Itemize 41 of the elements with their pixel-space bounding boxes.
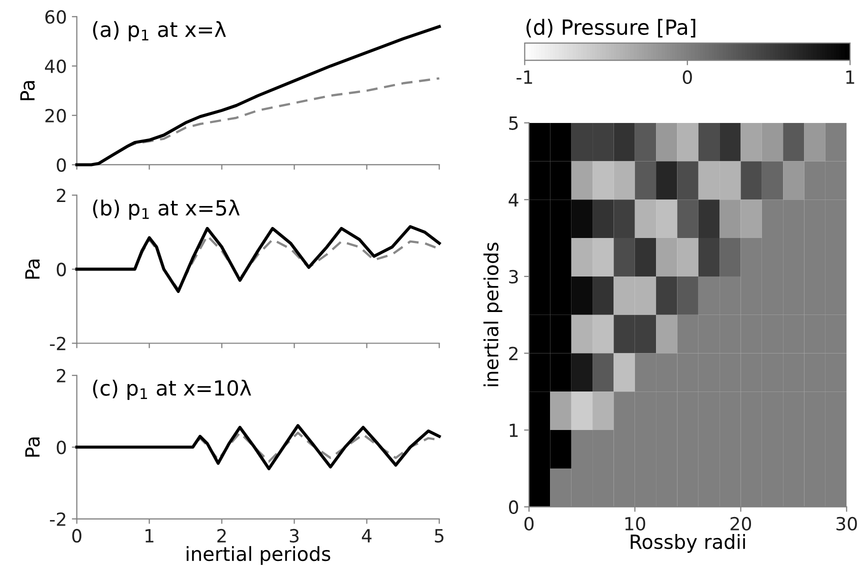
- y-tick-label: 2: [509, 346, 518, 360]
- y-tick-label: 0: [56, 158, 66, 172]
- y-tick-label: 3: [509, 270, 518, 284]
- color-bar-label: -1: [516, 70, 532, 84]
- y-tick-label: 40: [44, 59, 66, 74]
- y-tick-label: 1: [510, 424, 518, 437]
- y-tick-label: 20: [45, 108, 66, 122]
- y-tick-label: 2: [56, 188, 66, 202]
- x-tick-label: 0: [72, 528, 82, 543]
- y-tick-label: 0: [509, 500, 518, 514]
- x-tick-label: 20: [730, 516, 752, 531]
- line-series: [75, 424, 441, 470]
- y-axis-title: Pa: [20, 81, 35, 100]
- y-tick-label: -2: [50, 512, 66, 526]
- color-bar-label: 0: [682, 70, 692, 84]
- chart-title: (c) p$_{1}$ at x=10λ: [93, 380, 252, 400]
- x-tick-label: 30: [836, 516, 857, 531]
- x-tick-label: 10: [625, 516, 646, 531]
- x-tick-label: 0: [524, 516, 534, 531]
- y-axis-title: Pa: [25, 260, 40, 279]
- chart-title: (a) p$_{1}$ at x=λ: [93, 21, 226, 42]
- color-bar-title: (d) Pressure [Pa]: [526, 18, 696, 38]
- x-tick-label: 5: [434, 529, 444, 543]
- y-tick-label: 2: [56, 368, 66, 382]
- x-tick-label: 1: [146, 529, 154, 542]
- y-tick-label: 4: [508, 193, 518, 206]
- line-series: [75, 225, 441, 293]
- x-axis-title: inertial periods: [186, 546, 330, 565]
- y-axis-title: inertial periods: [483, 242, 502, 386]
- x-tick-label: 3: [290, 528, 299, 543]
- x-axis-title: Rossby radii: [630, 534, 745, 553]
- chart-title: (b) p$_{1}$ at x=5λ: [93, 200, 240, 220]
- color-bar-label: 1: [846, 70, 854, 84]
- y-tick-label: -2: [50, 336, 66, 350]
- y-axis-title: Pa: [25, 438, 40, 457]
- y-tick-label: 60: [45, 10, 66, 24]
- x-tick-label: 4: [362, 529, 372, 542]
- x-tick-label: 2: [217, 528, 226, 542]
- y-tick-label: 0: [56, 440, 66, 454]
- y-tick-label: 5: [509, 116, 518, 130]
- y-tick-label: 0: [56, 262, 66, 276]
